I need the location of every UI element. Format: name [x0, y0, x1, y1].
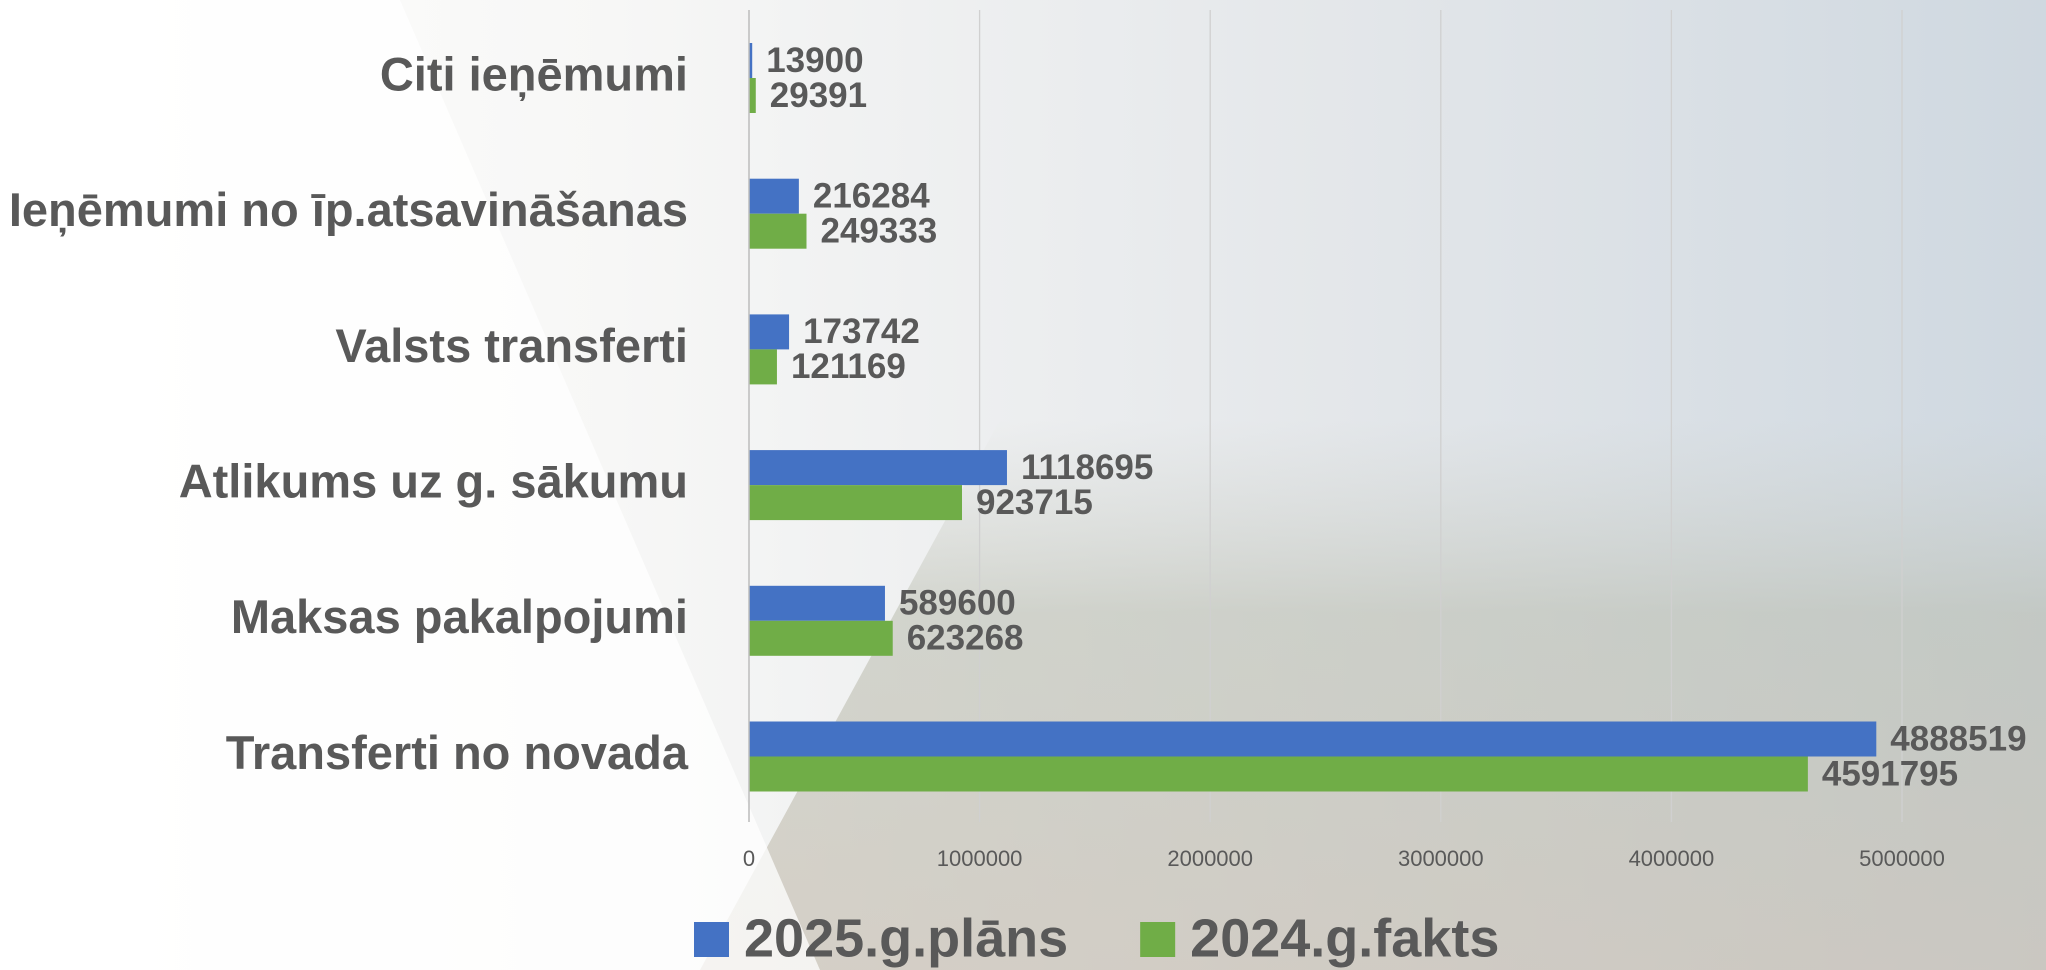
category-label: Citi ieņēmumi — [380, 47, 688, 101]
x-tick-label: 5000000 — [1859, 846, 1945, 871]
bar — [749, 450, 1007, 486]
value-label: 1118695 — [1021, 448, 1153, 487]
bar — [749, 43, 753, 78]
x-tick-label: 0 — [743, 846, 755, 871]
category-label: Atlikums uz g. sākumu — [179, 455, 688, 508]
value-label: 623268 — [907, 619, 1024, 658]
bar — [749, 485, 963, 521]
x-tick-label: 3000000 — [1398, 846, 1484, 871]
legend-label: 2025.g.plāns — [744, 908, 1068, 968]
bar — [749, 349, 777, 385]
bar — [749, 585, 885, 621]
category-label: Valsts transferti — [335, 319, 688, 372]
value-label: 13900 — [766, 41, 863, 80]
value-label: 249333 — [820, 211, 937, 250]
bar — [749, 314, 790, 350]
bar — [749, 620, 893, 656]
value-label: 29391 — [770, 76, 867, 115]
bar — [749, 721, 1877, 757]
legend-swatch — [694, 922, 729, 957]
value-label: 121169 — [791, 347, 906, 386]
value-label: 589600 — [899, 584, 1016, 623]
x-tick-label: 4000000 — [1629, 846, 1715, 871]
category-label: Ieņēmumi no īp.atsavināšanas — [9, 183, 688, 237]
bar — [749, 78, 756, 113]
value-label: 923715 — [976, 483, 1093, 522]
x-tick-label: 2000000 — [1167, 846, 1253, 871]
legend-swatch — [1140, 922, 1176, 957]
value-label: 216284 — [813, 176, 930, 215]
category-label: Maksas pakalpojumi — [231, 590, 688, 643]
background-landscape — [700, 420, 2046, 970]
value-label: 4888519 — [1890, 719, 2026, 758]
bar — [749, 178, 799, 214]
bar — [749, 756, 1808, 792]
background-overlay — [0, 0, 820, 970]
legend-label: 2024.g.fakts — [1190, 908, 1499, 968]
value-label: 4591795 — [1822, 754, 1958, 793]
x-tick-label: 1000000 — [937, 846, 1023, 871]
bar — [749, 213, 807, 249]
value-label: 173742 — [803, 312, 920, 351]
category-label: Transferti no novada — [226, 726, 689, 779]
